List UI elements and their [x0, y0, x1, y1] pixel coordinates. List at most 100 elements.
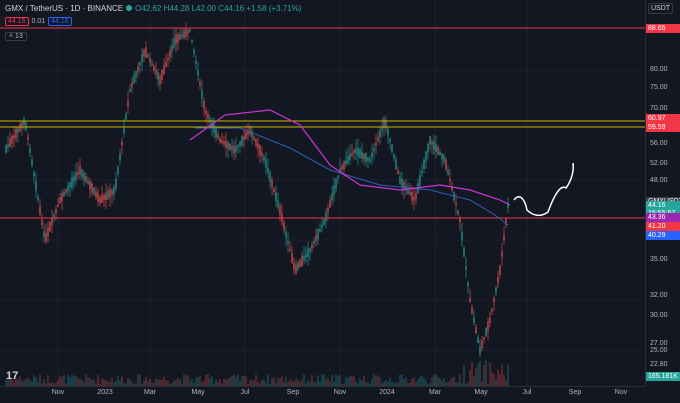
candle-body	[189, 28, 191, 32]
candle-body	[177, 33, 179, 43]
candle-body	[311, 244, 313, 249]
candle-body	[359, 149, 361, 158]
volume-bar	[15, 378, 17, 386]
candle-body	[199, 81, 201, 86]
candle-body	[443, 155, 445, 163]
candle-body	[313, 240, 315, 244]
time-tick: 2024	[379, 389, 395, 396]
candle-body	[485, 327, 487, 337]
candlesticks	[5, 22, 509, 358]
candle-body	[363, 153, 365, 160]
candle-body	[395, 159, 397, 170]
volume-bar	[295, 378, 297, 386]
candle-body	[183, 30, 185, 38]
symbol-header[interactable]: GMX / TetherUS · 1D · BINANCE O42.62 H44.…	[5, 4, 301, 13]
candle-body	[349, 153, 351, 160]
candle-body	[77, 171, 79, 175]
price-tick: 22.80	[650, 361, 668, 368]
candle-body	[399, 176, 401, 184]
volume-bar	[473, 375, 475, 386]
chart-canvas[interactable]	[0, 0, 645, 386]
candle-body	[7, 144, 9, 148]
moving-average-purple	[189, 109, 511, 206]
candle-body	[23, 118, 25, 125]
time-tick: Mar	[143, 389, 157, 396]
volume-bar	[477, 363, 479, 386]
volume-bar	[255, 374, 257, 386]
candle-body	[205, 110, 207, 115]
candle-body	[427, 144, 429, 153]
candle-body	[351, 152, 353, 156]
candle-body	[79, 165, 81, 175]
candle-body	[435, 144, 437, 152]
volume-bar	[77, 377, 79, 386]
volume-bar	[81, 379, 83, 386]
candle-body	[201, 89, 203, 99]
volume-bar	[423, 377, 425, 386]
candle-body	[69, 182, 71, 189]
volume-bar	[319, 381, 321, 386]
candle-body	[179, 34, 181, 40]
candle-body	[87, 180, 89, 184]
volume-bar	[117, 375, 119, 386]
candle-body	[137, 66, 139, 72]
candle-body	[13, 135, 15, 139]
candle-body	[403, 181, 405, 190]
candle-body	[411, 191, 413, 201]
candle-body	[193, 49, 195, 54]
candle-body	[391, 144, 393, 152]
volume-bar	[245, 376, 247, 386]
symbol-title[interactable]: GMX / TetherUS · 1D · BINANCE	[5, 4, 124, 13]
candle-body	[257, 143, 259, 150]
candle-body	[169, 50, 171, 57]
candle-body	[85, 175, 87, 183]
volume-bar	[5, 379, 7, 386]
time-axis[interactable]: Nov 2023 Mar May Jul Sep Nov 2024 Mar May Jul Sep No…	[0, 386, 645, 403]
candle-body	[451, 186, 453, 191]
price-tick: 35.00	[650, 256, 668, 263]
volume-bar	[445, 382, 447, 386]
volume-bar	[135, 383, 137, 386]
currency-button[interactable]: USDT	[648, 3, 674, 14]
volume-bar	[101, 378, 103, 386]
candle-body	[279, 205, 281, 215]
candle-body	[49, 222, 51, 232]
tradingview-logo[interactable]: 17	[6, 370, 19, 382]
candle-body	[293, 262, 295, 270]
candle-body	[237, 144, 239, 148]
candle-body	[155, 69, 157, 75]
volume-bar	[269, 383, 271, 386]
candle-body	[437, 147, 439, 155]
candle-body	[81, 169, 83, 178]
sell-button[interactable]: 44.15	[5, 17, 29, 26]
volume-bar	[185, 375, 187, 386]
volume-bar	[239, 381, 241, 386]
moving-average-blue	[195, 127, 509, 226]
price-tick: 25.00	[650, 347, 668, 354]
buy-button[interactable]: 44.16	[48, 17, 72, 26]
volume-bar	[487, 383, 489, 386]
trade-quotes: 44.15 0.01 44.16	[5, 17, 72, 26]
volume-bar	[259, 383, 261, 386]
volume-bar	[499, 373, 501, 386]
candle-body	[329, 199, 331, 208]
volume-bar	[109, 381, 111, 386]
forecast-drawing[interactable]	[513, 162, 574, 217]
candle-body	[503, 235, 505, 240]
volume-bar	[47, 375, 49, 386]
volume-bar	[447, 382, 449, 386]
candle-body	[241, 135, 243, 146]
volume-bar	[233, 374, 235, 386]
indicators-toggle[interactable]: ˄ 13	[5, 32, 27, 41]
price-badge: 40.29	[646, 231, 680, 240]
volume-bar	[429, 382, 431, 386]
price-axis[interactable]: 80.0075.0070.0064.0056.0052.0048.0035.00…	[645, 0, 680, 386]
volume-bar	[103, 379, 105, 386]
price-tick: 75.00	[650, 84, 668, 91]
volume-bar	[39, 374, 41, 386]
volume-bar	[377, 375, 379, 386]
candle-body	[5, 145, 7, 153]
price-tick: 48.00	[650, 177, 668, 184]
candle-body	[331, 193, 333, 201]
candle-body	[235, 146, 237, 152]
